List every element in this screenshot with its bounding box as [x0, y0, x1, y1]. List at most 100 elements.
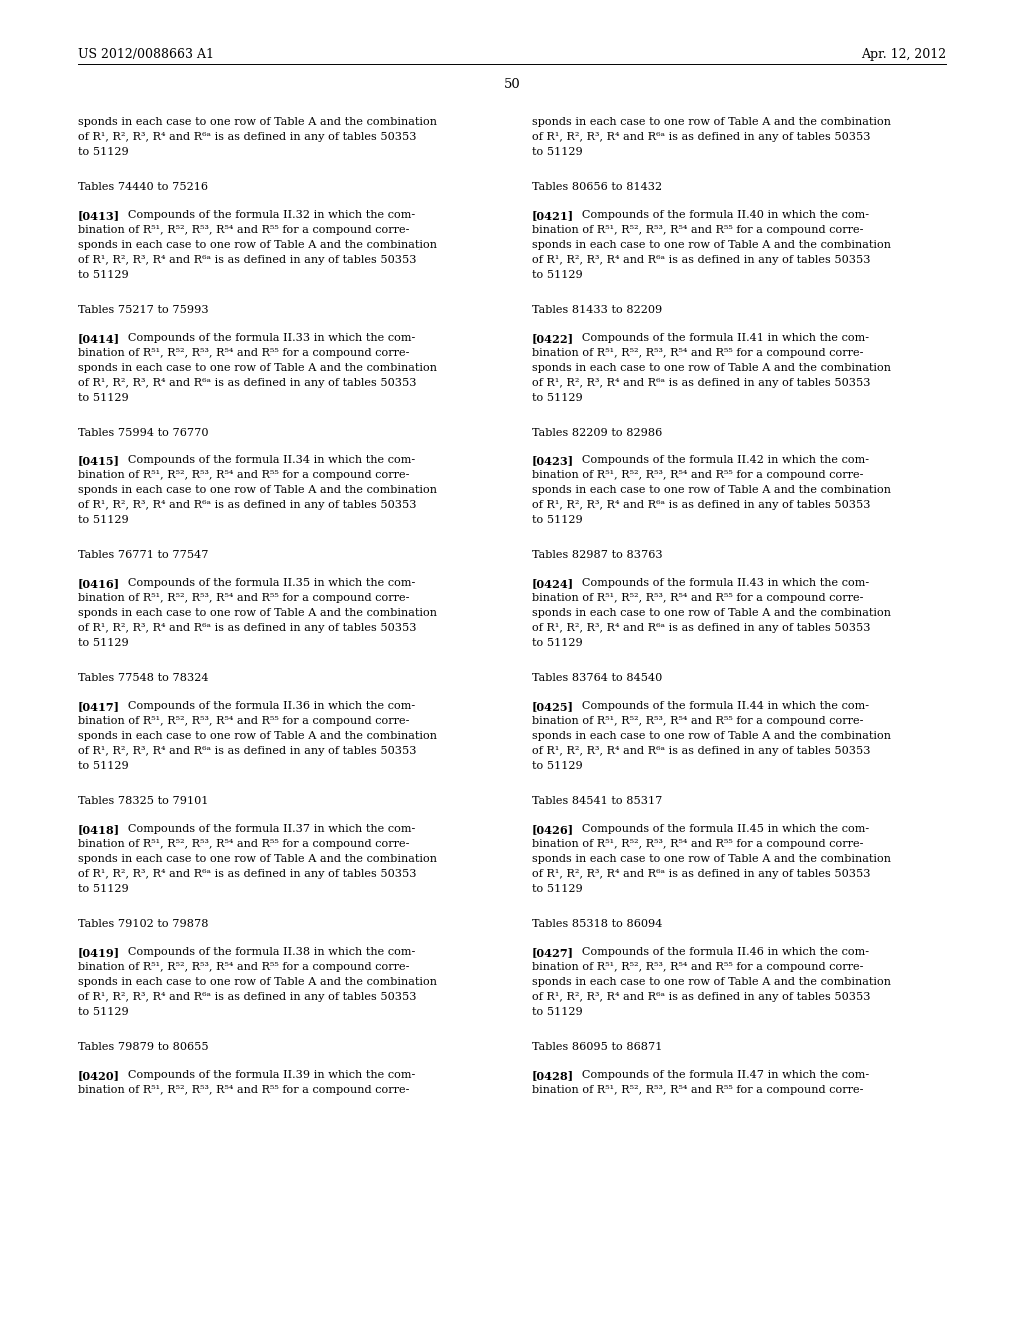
Text: bination of R⁵¹, R⁵², R⁵³, R⁵⁴ and R⁵⁵ for a compound corre-: bination of R⁵¹, R⁵², R⁵³, R⁵⁴ and R⁵⁵ f…: [532, 962, 863, 972]
Text: to 51129: to 51129: [78, 1007, 129, 1016]
Text: Tables 79879 to 80655: Tables 79879 to 80655: [78, 1041, 209, 1052]
Text: of R¹, R², R³, R⁴ and R⁶ᵃ is as defined in any of tables 50353: of R¹, R², R³, R⁴ and R⁶ᵃ is as defined …: [78, 132, 417, 143]
Text: bination of R⁵¹, R⁵², R⁵³, R⁵⁴ and R⁵⁵ for a compound corre-: bination of R⁵¹, R⁵², R⁵³, R⁵⁴ and R⁵⁵ f…: [78, 593, 410, 603]
Text: bination of R⁵¹, R⁵², R⁵³, R⁵⁴ and R⁵⁵ for a compound corre-: bination of R⁵¹, R⁵², R⁵³, R⁵⁴ and R⁵⁵ f…: [78, 1085, 410, 1094]
Text: sponds in each case to one row of Table A and the combination: sponds in each case to one row of Table …: [78, 486, 437, 495]
Text: to 51129: to 51129: [78, 639, 129, 648]
Text: of R¹, R², R³, R⁴ and R⁶ᵃ is as defined in any of tables 50353: of R¹, R², R³, R⁴ and R⁶ᵃ is as defined …: [532, 746, 870, 756]
Text: Tables 85318 to 86094: Tables 85318 to 86094: [532, 919, 663, 929]
Text: sponds in each case to one row of Table A and the combination: sponds in each case to one row of Table …: [78, 609, 437, 618]
Text: bination of R⁵¹, R⁵², R⁵³, R⁵⁴ and R⁵⁵ for a compound corre-: bination of R⁵¹, R⁵², R⁵³, R⁵⁴ and R⁵⁵ f…: [78, 470, 410, 480]
Text: sponds in each case to one row of Table A and the combination: sponds in each case to one row of Table …: [78, 854, 437, 865]
Text: [0423]: [0423]: [532, 455, 574, 466]
Text: Compounds of the formula II.42 in which the com-: Compounds of the formula II.42 in which …: [570, 455, 869, 466]
Text: sponds in each case to one row of Table A and the combination: sponds in each case to one row of Table …: [78, 731, 437, 741]
Text: of R¹, R², R³, R⁴ and R⁶ᵃ is as defined in any of tables 50353: of R¹, R², R³, R⁴ and R⁶ᵃ is as defined …: [78, 869, 417, 879]
Text: Compounds of the formula II.37 in which the com-: Compounds of the formula II.37 in which …: [117, 824, 415, 834]
Text: to 51129: to 51129: [532, 762, 583, 771]
Text: [0417]: [0417]: [78, 701, 120, 713]
Text: to 51129: to 51129: [78, 392, 129, 403]
Text: Tables 79102 to 79878: Tables 79102 to 79878: [78, 919, 209, 929]
Text: [0428]: [0428]: [532, 1069, 574, 1081]
Text: Compounds of the formula II.41 in which the com-: Compounds of the formula II.41 in which …: [570, 333, 869, 343]
Text: Compounds of the formula II.36 in which the com-: Compounds of the formula II.36 in which …: [117, 701, 415, 711]
Text: sponds in each case to one row of Table A and the combination: sponds in each case to one row of Table …: [532, 731, 891, 741]
Text: bination of R⁵¹, R⁵², R⁵³, R⁵⁴ and R⁵⁵ for a compound corre-: bination of R⁵¹, R⁵², R⁵³, R⁵⁴ and R⁵⁵ f…: [78, 347, 410, 358]
Text: bination of R⁵¹, R⁵², R⁵³, R⁵⁴ and R⁵⁵ for a compound corre-: bination of R⁵¹, R⁵², R⁵³, R⁵⁴ and R⁵⁵ f…: [532, 593, 863, 603]
Text: Tables 86095 to 86871: Tables 86095 to 86871: [532, 1041, 663, 1052]
Text: of R¹, R², R³, R⁴ and R⁶ᵃ is as defined in any of tables 50353: of R¹, R², R³, R⁴ and R⁶ᵃ is as defined …: [78, 746, 417, 756]
Text: Compounds of the formula II.43 in which the com-: Compounds of the formula II.43 in which …: [570, 578, 869, 589]
Text: Apr. 12, 2012: Apr. 12, 2012: [861, 48, 946, 61]
Text: of R¹, R², R³, R⁴ and R⁶ᵃ is as defined in any of tables 50353: of R¹, R², R³, R⁴ and R⁶ᵃ is as defined …: [532, 991, 870, 1002]
Text: sponds in each case to one row of Table A and the combination: sponds in each case to one row of Table …: [532, 117, 891, 127]
Text: bination of R⁵¹, R⁵², R⁵³, R⁵⁴ and R⁵⁵ for a compound corre-: bination of R⁵¹, R⁵², R⁵³, R⁵⁴ and R⁵⁵ f…: [532, 347, 863, 358]
Text: [0427]: [0427]: [532, 946, 574, 958]
Text: [0413]: [0413]: [78, 210, 120, 220]
Text: Compounds of the formula II.47 in which the com-: Compounds of the formula II.47 in which …: [570, 1069, 869, 1080]
Text: to 51129: to 51129: [532, 1007, 583, 1016]
Text: Tables 78325 to 79101: Tables 78325 to 79101: [78, 796, 209, 807]
Text: Compounds of the formula II.35 in which the com-: Compounds of the formula II.35 in which …: [117, 578, 415, 589]
Text: sponds in each case to one row of Table A and the combination: sponds in each case to one row of Table …: [78, 117, 437, 127]
Text: Compounds of the formula II.34 in which the com-: Compounds of the formula II.34 in which …: [117, 455, 415, 466]
Text: Compounds of the formula II.40 in which the com-: Compounds of the formula II.40 in which …: [570, 210, 869, 220]
Text: bination of R⁵¹, R⁵², R⁵³, R⁵⁴ and R⁵⁵ for a compound corre-: bination of R⁵¹, R⁵², R⁵³, R⁵⁴ and R⁵⁵ f…: [532, 717, 863, 726]
Text: to 51129: to 51129: [532, 884, 583, 894]
Text: [0419]: [0419]: [78, 946, 120, 958]
Text: to 51129: to 51129: [532, 392, 583, 403]
Text: Tables 75217 to 75993: Tables 75217 to 75993: [78, 305, 209, 314]
Text: sponds in each case to one row of Table A and the combination: sponds in each case to one row of Table …: [532, 363, 891, 372]
Text: to 51129: to 51129: [532, 269, 583, 280]
Text: of R¹, R², R³, R⁴ and R⁶ᵃ is as defined in any of tables 50353: of R¹, R², R³, R⁴ and R⁶ᵃ is as defined …: [532, 869, 870, 879]
Text: [0420]: [0420]: [78, 1069, 120, 1081]
Text: Compounds of the formula II.46 in which the com-: Compounds of the formula II.46 in which …: [570, 946, 869, 957]
Text: Compounds of the formula II.32 in which the com-: Compounds of the formula II.32 in which …: [117, 210, 415, 220]
Text: Tables 77548 to 78324: Tables 77548 to 78324: [78, 673, 209, 684]
Text: sponds in each case to one row of Table A and the combination: sponds in each case to one row of Table …: [78, 363, 437, 372]
Text: to 51129: to 51129: [78, 147, 129, 157]
Text: sponds in each case to one row of Table A and the combination: sponds in each case to one row of Table …: [78, 977, 437, 987]
Text: Compounds of the formula II.33 in which the com-: Compounds of the formula II.33 in which …: [117, 333, 415, 343]
Text: bination of R⁵¹, R⁵², R⁵³, R⁵⁴ and R⁵⁵ for a compound corre-: bination of R⁵¹, R⁵², R⁵³, R⁵⁴ and R⁵⁵ f…: [532, 1085, 863, 1094]
Text: of R¹, R², R³, R⁴ and R⁶ᵃ is as defined in any of tables 50353: of R¹, R², R³, R⁴ and R⁶ᵃ is as defined …: [78, 623, 417, 634]
Text: sponds in each case to one row of Table A and the combination: sponds in each case to one row of Table …: [532, 609, 891, 618]
Text: Tables 76771 to 77547: Tables 76771 to 77547: [78, 550, 209, 561]
Text: [0426]: [0426]: [532, 824, 574, 836]
Text: [0414]: [0414]: [78, 333, 120, 343]
Text: of R¹, R², R³, R⁴ and R⁶ᵃ is as defined in any of tables 50353: of R¹, R², R³, R⁴ and R⁶ᵃ is as defined …: [78, 378, 417, 388]
Text: Compounds of the formula II.39 in which the com-: Compounds of the formula II.39 in which …: [117, 1069, 415, 1080]
Text: Compounds of the formula II.38 in which the com-: Compounds of the formula II.38 in which …: [117, 946, 415, 957]
Text: bination of R⁵¹, R⁵², R⁵³, R⁵⁴ and R⁵⁵ for a compound corre-: bination of R⁵¹, R⁵², R⁵³, R⁵⁴ and R⁵⁵ f…: [78, 962, 410, 972]
Text: to 51129: to 51129: [532, 147, 583, 157]
Text: sponds in each case to one row of Table A and the combination: sponds in each case to one row of Table …: [532, 854, 891, 865]
Text: to 51129: to 51129: [532, 515, 583, 525]
Text: [0424]: [0424]: [532, 578, 574, 589]
Text: to 51129: to 51129: [532, 639, 583, 648]
Text: bination of R⁵¹, R⁵², R⁵³, R⁵⁴ and R⁵⁵ for a compound corre-: bination of R⁵¹, R⁵², R⁵³, R⁵⁴ and R⁵⁵ f…: [532, 840, 863, 849]
Text: [0416]: [0416]: [78, 578, 120, 589]
Text: Tables 82209 to 82986: Tables 82209 to 82986: [532, 428, 663, 437]
Text: to 51129: to 51129: [78, 762, 129, 771]
Text: [0418]: [0418]: [78, 824, 120, 836]
Text: Compounds of the formula II.44 in which the com-: Compounds of the formula II.44 in which …: [570, 701, 869, 711]
Text: Compounds of the formula II.45 in which the com-: Compounds of the formula II.45 in which …: [570, 824, 869, 834]
Text: to 51129: to 51129: [78, 269, 129, 280]
Text: of R¹, R², R³, R⁴ and R⁶ᵃ is as defined in any of tables 50353: of R¹, R², R³, R⁴ and R⁶ᵃ is as defined …: [532, 132, 870, 143]
Text: Tables 80656 to 81432: Tables 80656 to 81432: [532, 182, 663, 191]
Text: to 51129: to 51129: [78, 884, 129, 894]
Text: Tables 81433 to 82209: Tables 81433 to 82209: [532, 305, 663, 314]
Text: of R¹, R², R³, R⁴ and R⁶ᵃ is as defined in any of tables 50353: of R¹, R², R³, R⁴ and R⁶ᵃ is as defined …: [78, 991, 417, 1002]
Text: sponds in each case to one row of Table A and the combination: sponds in each case to one row of Table …: [532, 240, 891, 249]
Text: [0415]: [0415]: [78, 455, 120, 466]
Text: 50: 50: [504, 78, 520, 91]
Text: of R¹, R², R³, R⁴ and R⁶ᵃ is as defined in any of tables 50353: of R¹, R², R³, R⁴ and R⁶ᵃ is as defined …: [532, 378, 870, 388]
Text: US 2012/0088663 A1: US 2012/0088663 A1: [78, 48, 214, 61]
Text: sponds in each case to one row of Table A and the combination: sponds in each case to one row of Table …: [532, 977, 891, 987]
Text: bination of R⁵¹, R⁵², R⁵³, R⁵⁴ and R⁵⁵ for a compound corre-: bination of R⁵¹, R⁵², R⁵³, R⁵⁴ and R⁵⁵ f…: [532, 224, 863, 235]
Text: Tables 74440 to 75216: Tables 74440 to 75216: [78, 182, 208, 191]
Text: Tables 75994 to 76770: Tables 75994 to 76770: [78, 428, 209, 437]
Text: bination of R⁵¹, R⁵², R⁵³, R⁵⁴ and R⁵⁵ for a compound corre-: bination of R⁵¹, R⁵², R⁵³, R⁵⁴ and R⁵⁵ f…: [78, 224, 410, 235]
Text: of R¹, R², R³, R⁴ and R⁶ᵃ is as defined in any of tables 50353: of R¹, R², R³, R⁴ and R⁶ᵃ is as defined …: [532, 500, 870, 511]
Text: of R¹, R², R³, R⁴ and R⁶ᵃ is as defined in any of tables 50353: of R¹, R², R³, R⁴ and R⁶ᵃ is as defined …: [532, 255, 870, 265]
